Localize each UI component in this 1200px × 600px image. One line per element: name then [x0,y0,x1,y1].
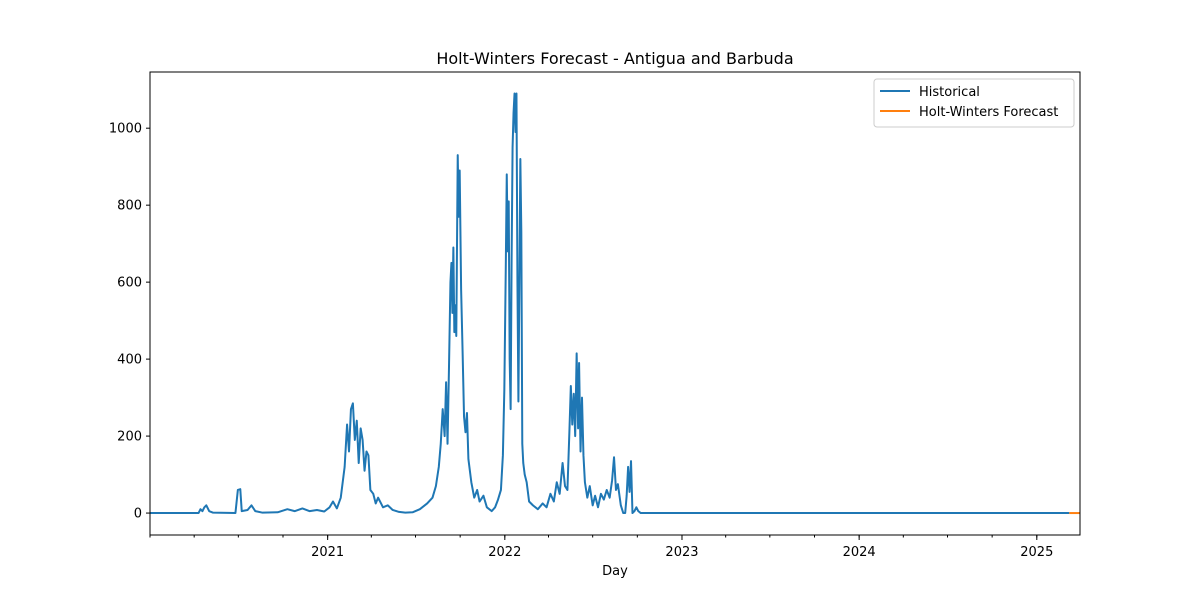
series-layer [150,92,1080,515]
y-tick-label: 400 [117,353,142,368]
chart-title: Holt-Winters Forecast - Antigua and Barb… [436,49,793,68]
legend-label-forecast: Holt-Winters Forecast [919,105,1058,120]
x-tick-label: 2022 [488,545,521,560]
legend-box [873,78,1075,128]
y-tick-label: 1000 [109,122,142,137]
x-tick-label: 2025 [1020,545,1053,560]
y-tick-label: 600 [117,276,142,291]
series-line-historical [150,92,1070,515]
x-axis-label: Day [602,564,628,579]
x-tick-label: 2024 [843,545,876,560]
y-tick-label: 800 [117,199,142,214]
x-tick-label: 2021 [311,545,344,560]
y-axis: 0 200 400 600 800 1000 [109,122,150,522]
x-axis: 2021 2022 2023 2024 2025 [149,535,1053,560]
y-tick-label: 200 [117,430,142,445]
plot-frame [149,71,1081,536]
x-tick-label: 2023 [665,545,698,560]
legend-label-historical: Historical [919,85,980,100]
legend: Historical Holt-Winters Forecast [873,78,1075,128]
y-tick-label: 0 [134,507,142,522]
